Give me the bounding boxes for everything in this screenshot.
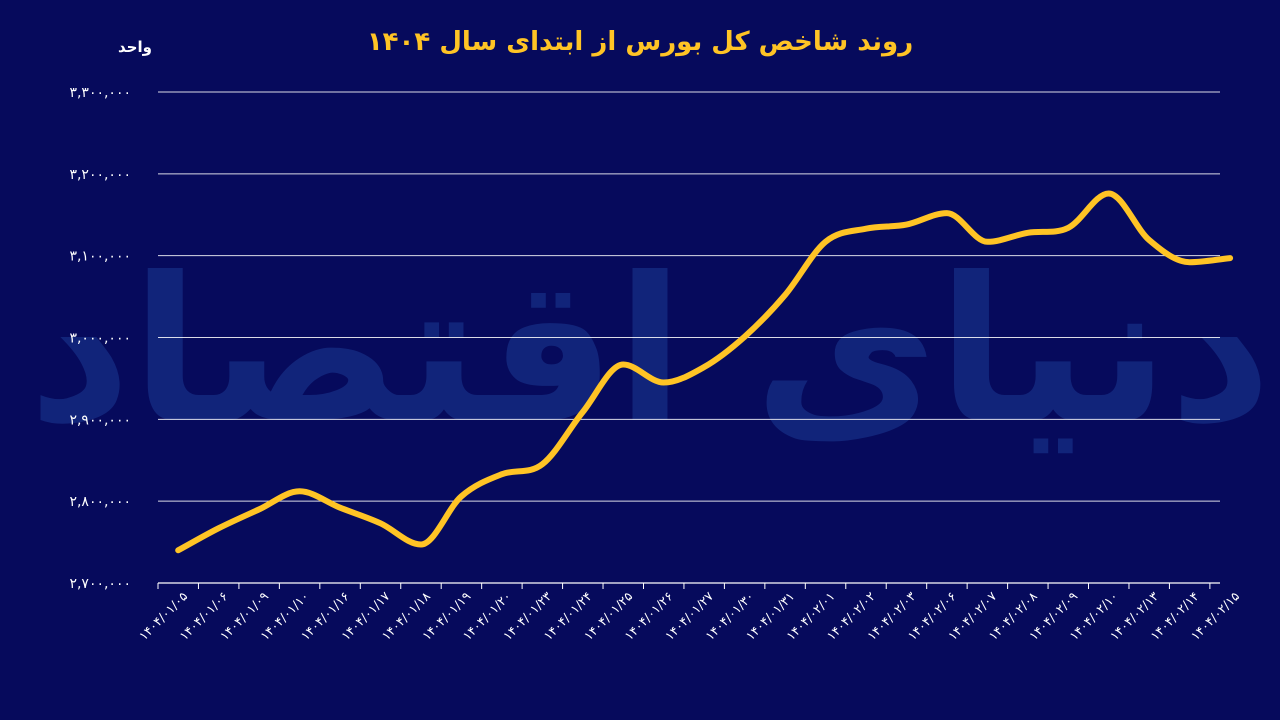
y-axis-ticks: ۲,۷۰۰,۰۰۰ ۲,۸۰۰,۰۰۰ ۲,۹۰۰,۰۰۰ ۳,۰۰۰,۰۰۰ ۳,۱۰…	[69, 85, 131, 592]
y-tick-label: ۳,۰۰۰,۰۰۰	[69, 331, 131, 347]
x-axis: ۱۴۰۴/۰۱/۰۵۱۴۰۴/۰۱/۰۶۱۴۰۴/۰۱/۰۹۱۴۰۴/۰۱/۱۰…	[136, 582, 1242, 643]
series-line-index	[175, 190, 1234, 554]
y-tick-label: ۲,۹۰۰,۰۰۰	[69, 412, 131, 428]
series-layer	[175, 190, 1234, 554]
gridlines	[158, 91, 1220, 502]
y-tick-label: ۳,۲۰۰,۰۰۰	[69, 167, 131, 183]
y-tick-label: ۲,۷۰۰,۰۰۰	[69, 576, 131, 592]
chart-title: روند شاخص کل بورس از ابتدای سال ۱۴۰۴	[367, 27, 913, 57]
y-tick-label: ۳,۱۰۰,۰۰۰	[69, 249, 131, 265]
y-tick-label: ۳,۳۰۰,۰۰۰	[69, 85, 131, 101]
y-tick-label: ۲,۸۰۰,۰۰۰	[69, 494, 131, 510]
y-axis-unit-label: واحد	[118, 38, 152, 56]
watermark-logo: دنیای اقتصاد	[28, 235, 1271, 468]
